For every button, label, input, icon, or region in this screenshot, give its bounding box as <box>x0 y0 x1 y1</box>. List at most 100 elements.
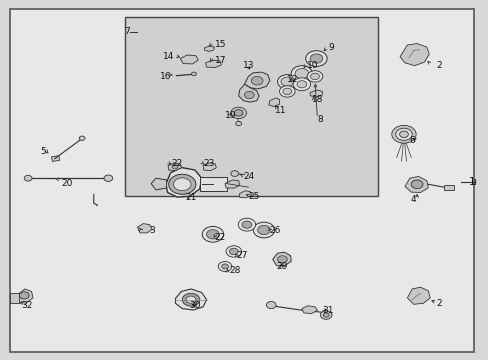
Circle shape <box>168 174 196 194</box>
Circle shape <box>277 75 296 89</box>
Text: 31: 31 <box>322 306 333 315</box>
Text: 5: 5 <box>40 147 45 156</box>
Polygon shape <box>151 178 166 190</box>
Bar <box>125 18 377 196</box>
Circle shape <box>251 76 263 85</box>
Text: 11: 11 <box>275 106 286 115</box>
Circle shape <box>206 230 219 239</box>
Circle shape <box>20 292 29 299</box>
Circle shape <box>290 66 312 81</box>
Text: 21: 21 <box>185 193 196 202</box>
Text: 17: 17 <box>215 56 226 65</box>
Text: 2: 2 <box>435 61 441 70</box>
Circle shape <box>283 88 291 95</box>
Circle shape <box>191 72 196 76</box>
Polygon shape <box>165 167 201 197</box>
Polygon shape <box>175 289 206 310</box>
Circle shape <box>281 77 293 86</box>
Text: 32: 32 <box>21 301 32 310</box>
Text: 1: 1 <box>468 177 474 187</box>
Circle shape <box>305 51 326 66</box>
Circle shape <box>320 311 331 319</box>
Circle shape <box>279 86 294 97</box>
Text: 20: 20 <box>61 179 73 188</box>
Circle shape <box>79 136 85 140</box>
Polygon shape <box>238 84 259 102</box>
Polygon shape <box>404 176 427 193</box>
Polygon shape <box>180 55 198 64</box>
Circle shape <box>292 78 310 91</box>
Text: 3: 3 <box>149 225 155 234</box>
Polygon shape <box>309 90 322 97</box>
Text: 9: 9 <box>327 43 333 52</box>
Polygon shape <box>301 306 317 314</box>
Circle shape <box>296 81 306 88</box>
Circle shape <box>238 218 255 231</box>
Circle shape <box>253 222 274 238</box>
Circle shape <box>294 68 308 78</box>
Circle shape <box>309 54 322 63</box>
Text: 12: 12 <box>287 76 298 85</box>
Circle shape <box>244 91 254 99</box>
Polygon shape <box>16 289 33 303</box>
Circle shape <box>410 180 422 189</box>
Bar <box>10 293 19 303</box>
Polygon shape <box>51 156 60 161</box>
Circle shape <box>277 256 287 263</box>
Circle shape <box>391 125 415 143</box>
Circle shape <box>229 248 238 255</box>
Circle shape <box>266 301 276 309</box>
Circle shape <box>399 131 407 138</box>
Text: 23: 23 <box>203 159 215 168</box>
Circle shape <box>257 225 270 235</box>
Text: 14: 14 <box>163 52 175 61</box>
Text: 8: 8 <box>316 115 322 124</box>
Bar <box>443 185 453 190</box>
Polygon shape <box>168 163 181 171</box>
Circle shape <box>234 110 243 116</box>
Circle shape <box>182 293 200 306</box>
Circle shape <box>218 261 231 271</box>
Text: 15: 15 <box>215 40 226 49</box>
Text: 19: 19 <box>224 111 236 120</box>
Circle shape <box>235 121 241 126</box>
Polygon shape <box>399 44 428 66</box>
Polygon shape <box>239 191 251 198</box>
Text: 7: 7 <box>123 27 129 36</box>
Text: 18: 18 <box>311 95 323 104</box>
Polygon shape <box>224 180 239 188</box>
Text: 10: 10 <box>306 61 318 70</box>
Polygon shape <box>204 46 214 51</box>
Circle shape <box>24 175 32 181</box>
Text: 29: 29 <box>276 262 287 271</box>
Circle shape <box>202 226 223 242</box>
Bar <box>200 177 226 191</box>
Text: 24: 24 <box>243 172 254 181</box>
Circle shape <box>242 221 251 228</box>
Circle shape <box>173 178 191 191</box>
Circle shape <box>104 175 113 181</box>
Circle shape <box>221 264 228 269</box>
Text: 27: 27 <box>236 251 247 260</box>
Circle shape <box>172 165 178 169</box>
Text: 28: 28 <box>228 266 240 275</box>
Circle shape <box>225 246 241 257</box>
Text: 22: 22 <box>171 159 183 168</box>
Text: 4: 4 <box>410 195 416 204</box>
Circle shape <box>323 313 328 317</box>
Text: 26: 26 <box>268 225 280 234</box>
Polygon shape <box>272 252 290 266</box>
Polygon shape <box>407 287 429 304</box>
Polygon shape <box>203 163 216 171</box>
Polygon shape <box>268 98 279 107</box>
Circle shape <box>230 171 238 176</box>
Text: 22: 22 <box>214 233 225 242</box>
Polygon shape <box>137 224 152 233</box>
Text: 25: 25 <box>248 192 260 201</box>
Text: 13: 13 <box>242 61 254 70</box>
Circle shape <box>310 73 319 80</box>
Circle shape <box>186 296 196 303</box>
Circle shape <box>395 128 411 140</box>
Text: 2: 2 <box>435 299 441 308</box>
Text: 30: 30 <box>189 301 200 310</box>
